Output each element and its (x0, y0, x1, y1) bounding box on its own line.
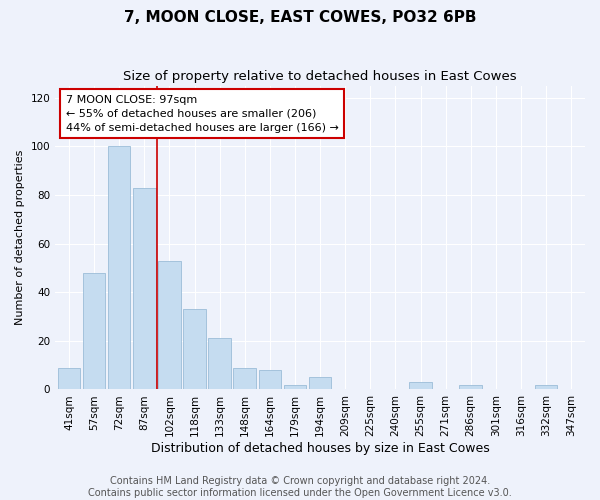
Bar (535, 384, 557, 390)
Bar (158, 260, 181, 390)
Title: Size of property relative to detached houses in East Cowes: Size of property relative to detached ho… (123, 70, 517, 83)
Y-axis label: Number of detached properties: Number of detached properties (15, 150, 25, 325)
Bar (409, 382, 432, 390)
Bar (309, 378, 331, 390)
Bar (259, 370, 281, 390)
Bar (284, 384, 306, 390)
Bar (460, 384, 482, 390)
Bar (133, 188, 155, 390)
Bar (108, 146, 130, 390)
Bar (233, 368, 256, 390)
Bar (183, 309, 206, 390)
Text: 7 MOON CLOSE: 97sqm
← 55% of detached houses are smaller (206)
44% of semi-detac: 7 MOON CLOSE: 97sqm ← 55% of detached ho… (66, 94, 338, 132)
Text: 7, MOON CLOSE, EAST COWES, PO32 6PB: 7, MOON CLOSE, EAST COWES, PO32 6PB (124, 10, 476, 25)
X-axis label: Distribution of detached houses by size in East Cowes: Distribution of detached houses by size … (151, 442, 490, 455)
Bar (83, 273, 106, 390)
Bar (58, 368, 80, 390)
Text: Contains HM Land Registry data © Crown copyright and database right 2024.
Contai: Contains HM Land Registry data © Crown c… (88, 476, 512, 498)
Bar (208, 338, 231, 390)
